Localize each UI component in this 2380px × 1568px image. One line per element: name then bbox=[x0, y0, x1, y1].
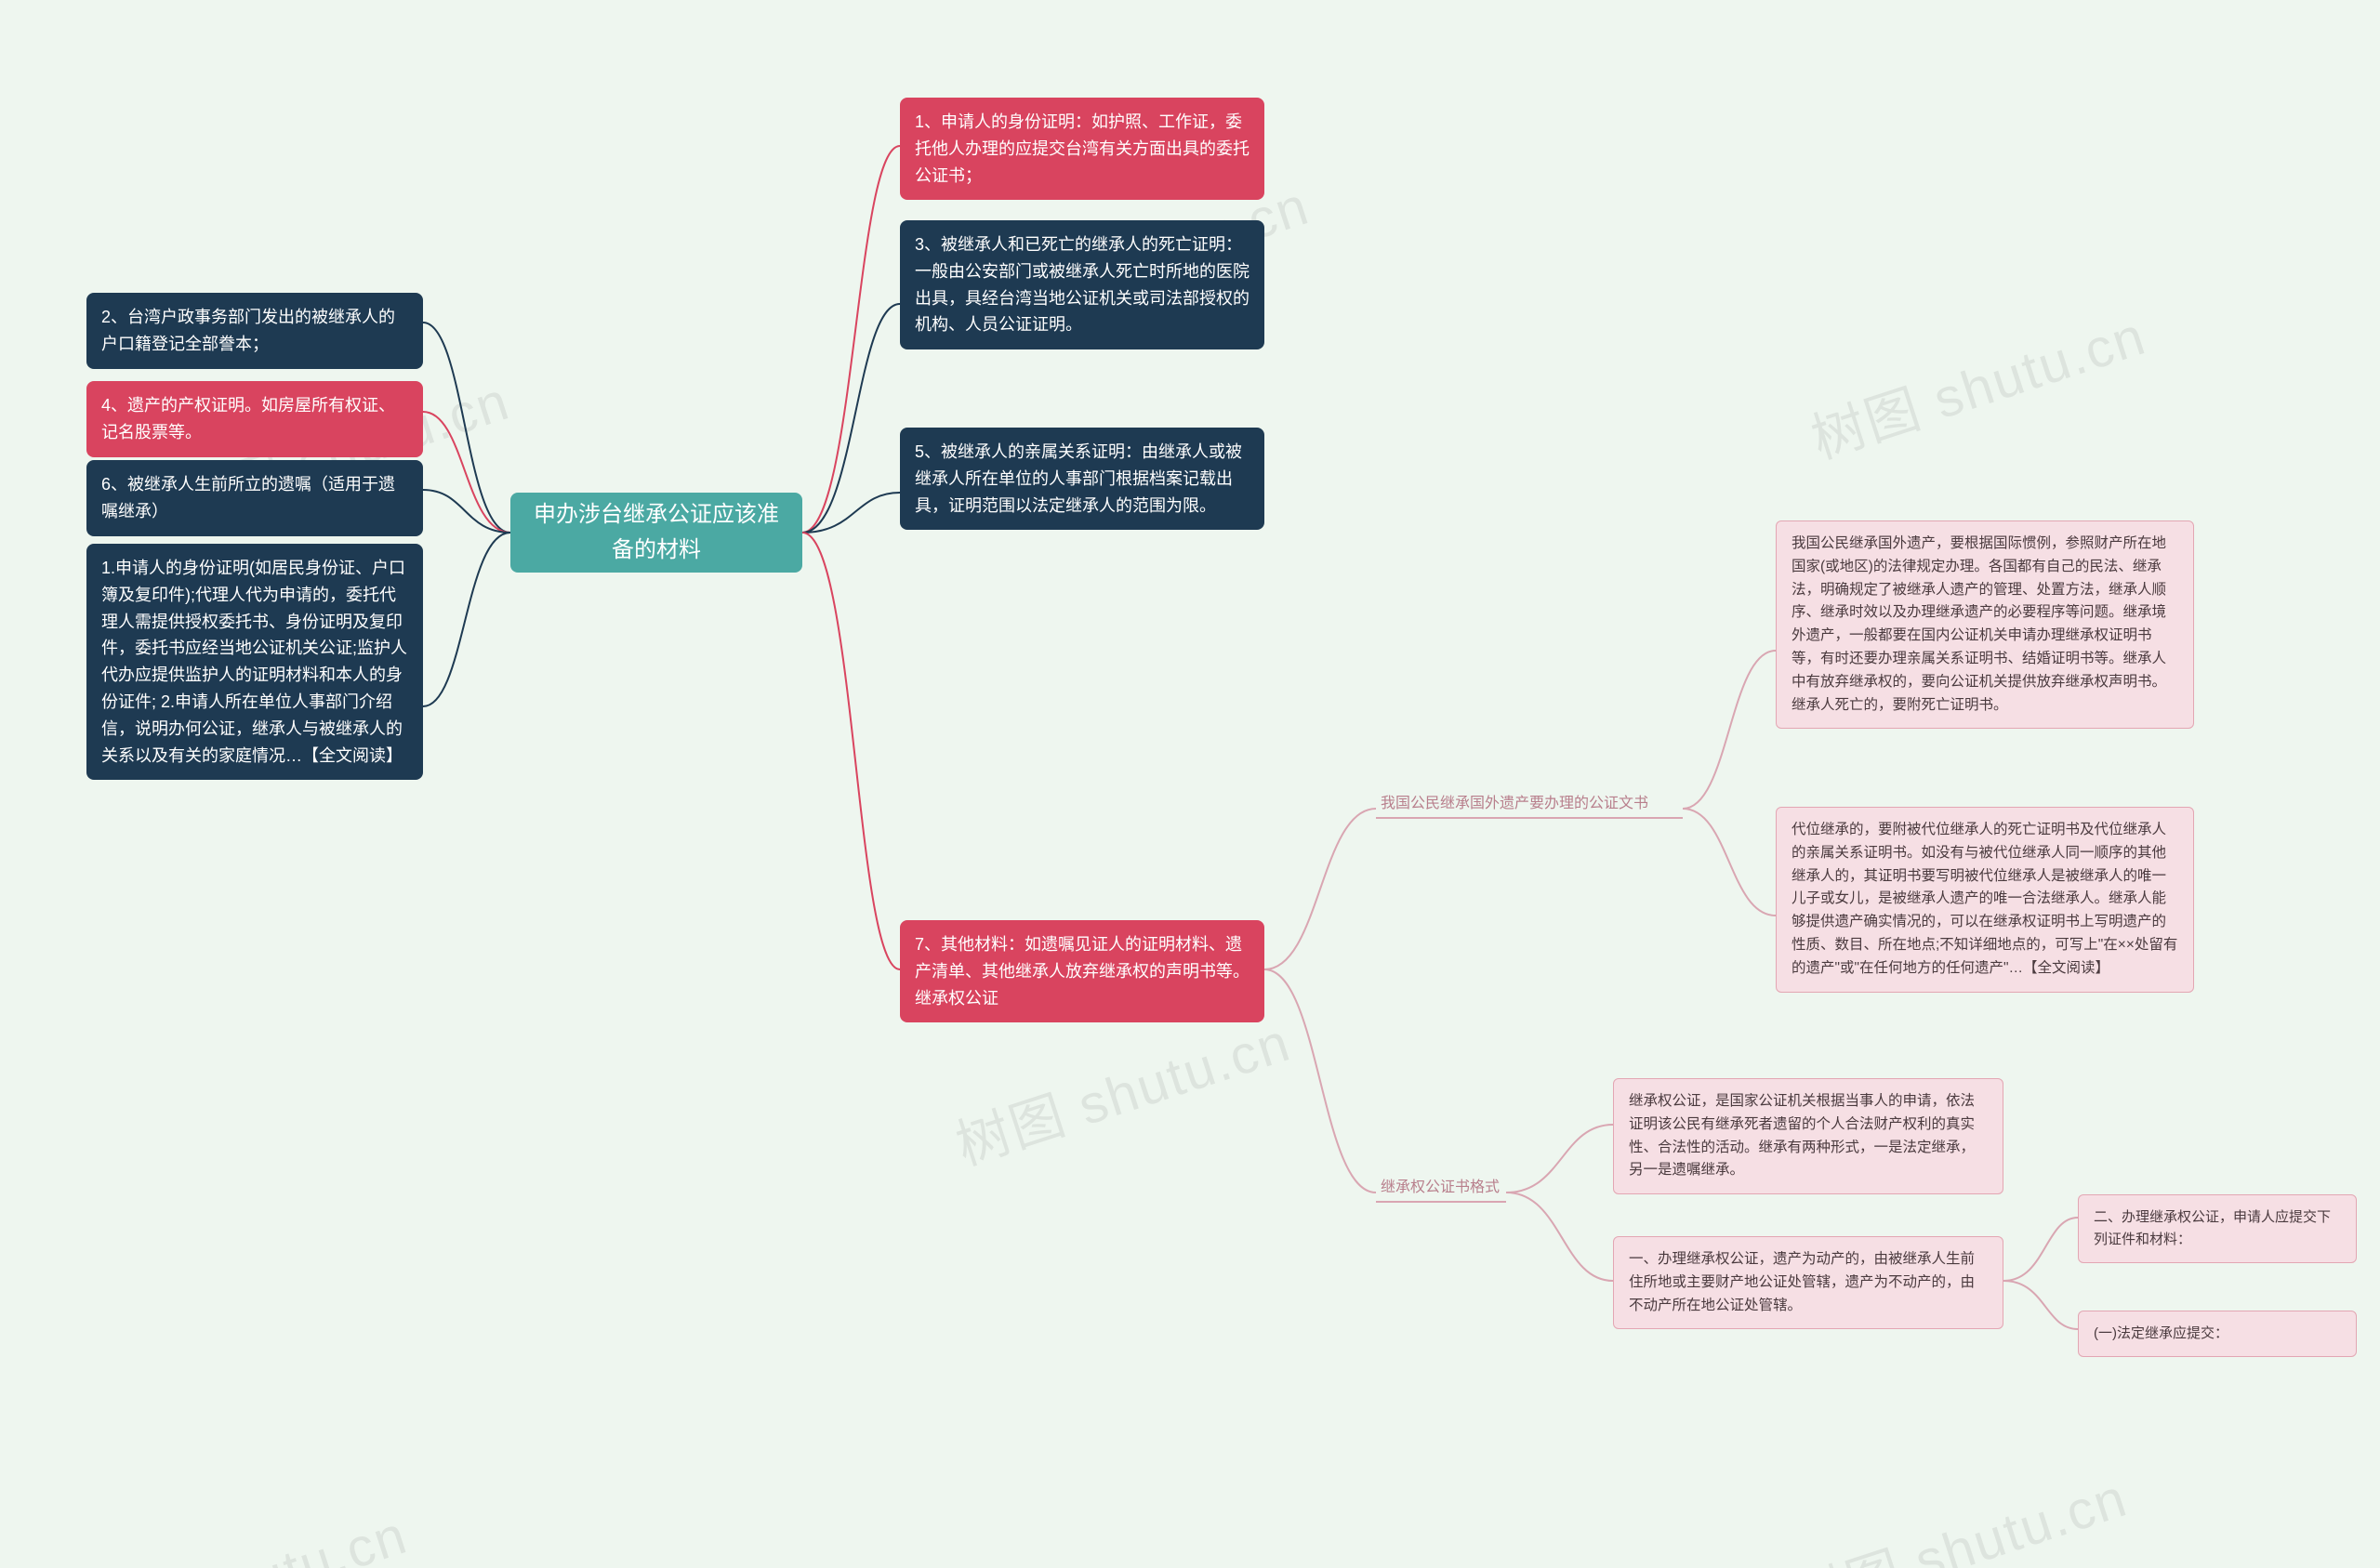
watermark: 树图 shutu.cn bbox=[945, 998, 1299, 1179]
node-text: (一)法定继承应提交： bbox=[2094, 1325, 2228, 1341]
branch-text: 我国公民继承国外遗产要办理的公证文书 bbox=[1381, 796, 1648, 811]
right-node-7: 7、其他材料：如遗嘱见证人的证明材料、遗产清单、其他继承人放弃继承权的声明书等。… bbox=[900, 920, 1264, 1022]
node-text: 代位继承的，要附被代位继承人的死亡证明书及代位继承人的亲属关系证明书。如没有与被… bbox=[1792, 822, 2177, 976]
center-node: 申办涉台继承公证应该准备的材料 bbox=[510, 493, 802, 573]
right-node-3: 3、被继承人和已死亡的继承人的死亡证明：一般由公安部门或被继承人死亡时所地的医院… bbox=[900, 220, 1264, 349]
branch-label-2: 继承权公证书格式 bbox=[1381, 1174, 1529, 1196]
left-node-6: 6、被继承人生前所立的遗嘱（适用于遗嘱继承） bbox=[86, 460, 423, 536]
pink-node-b1b: 代位继承的，要附被代位继承人的死亡证明书及代位继承人的亲属关系证明书。如没有与被… bbox=[1776, 807, 2194, 993]
left-node-big: 1.申请人的身份证明(如居民身份证、户口簿及复印件);代理人代为申请的，委托代理… bbox=[86, 544, 423, 780]
node-text: 7、其他材料：如遗嘱见证人的证明材料、遗产清单、其他继承人放弃继承权的声明书等。… bbox=[915, 935, 1250, 1008]
pink-node-b1a: 我国公民继承国外遗产，要根据国际惯例，参照财产所在地国家(或地区)的法律规定办理… bbox=[1776, 520, 2194, 729]
pink-node-b2a: 继承权公证，是国家公证机关根据当事人的申请，依法证明该公民有继承死者遗留的个人合… bbox=[1613, 1078, 2003, 1194]
right-node-5: 5、被继承人的亲属关系证明：由继承人或被继承人所在单位的人事部门根据档案记载出具… bbox=[900, 428, 1264, 530]
node-text: 1、申请人的身份证明：如护照、工作证，委托他人办理的应提交台湾有关方面出具的委托… bbox=[915, 112, 1250, 185]
node-text: 二、办理继承权公证，申请人应提交下列证件和材料： bbox=[2094, 1209, 2331, 1247]
node-text: 6、被继承人生前所立的遗嘱（适用于遗嘱继承） bbox=[101, 475, 395, 520]
watermark: 树图 shutu.cn bbox=[1781, 1454, 2135, 1568]
left-node-2: 2、台湾户政事务部门发出的被继承人的户口籍登记全部誊本； bbox=[86, 293, 423, 369]
node-text: 我国公民继承国外遗产，要根据国际惯例，参照财产所在地国家(或地区)的法律规定办理… bbox=[1792, 535, 2166, 713]
node-text: 5、被继承人的亲属关系证明：由继承人或被继承人所在单位的人事部门根据档案记载出具… bbox=[915, 442, 1242, 515]
watermark: 树图 shutu.cn bbox=[61, 1491, 416, 1568]
branch-text: 继承权公证书格式 bbox=[1381, 1179, 1500, 1195]
pink-node-b2c: 二、办理继承权公证，申请人应提交下列证件和材料： bbox=[2078, 1194, 2357, 1263]
center-label: 申办涉台继承公证应该准备的材料 bbox=[525, 497, 787, 569]
node-text: 3、被继承人和已死亡的继承人的死亡证明：一般由公安部门或被继承人死亡时所地的医院… bbox=[915, 235, 1250, 334]
branch-label-1: 我国公民继承国外遗产要办理的公证文书 bbox=[1381, 790, 1687, 812]
pink-node-b2d: (一)法定继承应提交： bbox=[2078, 1311, 2357, 1357]
right-node-1: 1、申请人的身份证明：如护照、工作证，委托他人办理的应提交台湾有关方面出具的委托… bbox=[900, 98, 1264, 200]
watermark: 树图 shutu.cn bbox=[1800, 292, 2154, 473]
node-text: 一、办理继承权公证，遗产为动产的，由被继承人生前住所地或主要财产地公证处管辖，遗… bbox=[1629, 1251, 1975, 1313]
node-text: 继承权公证，是国家公证机关根据当事人的申请，依法证明该公民有继承死者遗留的个人合… bbox=[1629, 1093, 1975, 1178]
node-text: 4、遗产的产权证明。如房屋所有权证、记名股票等。 bbox=[101, 396, 395, 441]
left-node-4: 4、遗产的产权证明。如房屋所有权证、记名股票等。 bbox=[86, 381, 423, 457]
node-text: 1.申请人的身份证明(如居民身份证、户口簿及复印件);代理人代为申请的，委托代理… bbox=[101, 559, 407, 765]
pink-node-b2b: 一、办理继承权公证，遗产为动产的，由被继承人生前住所地或主要财产地公证处管辖，遗… bbox=[1613, 1236, 2003, 1329]
node-text: 2、台湾户政事务部门发出的被继承人的户口籍登记全部誊本； bbox=[101, 308, 395, 353]
